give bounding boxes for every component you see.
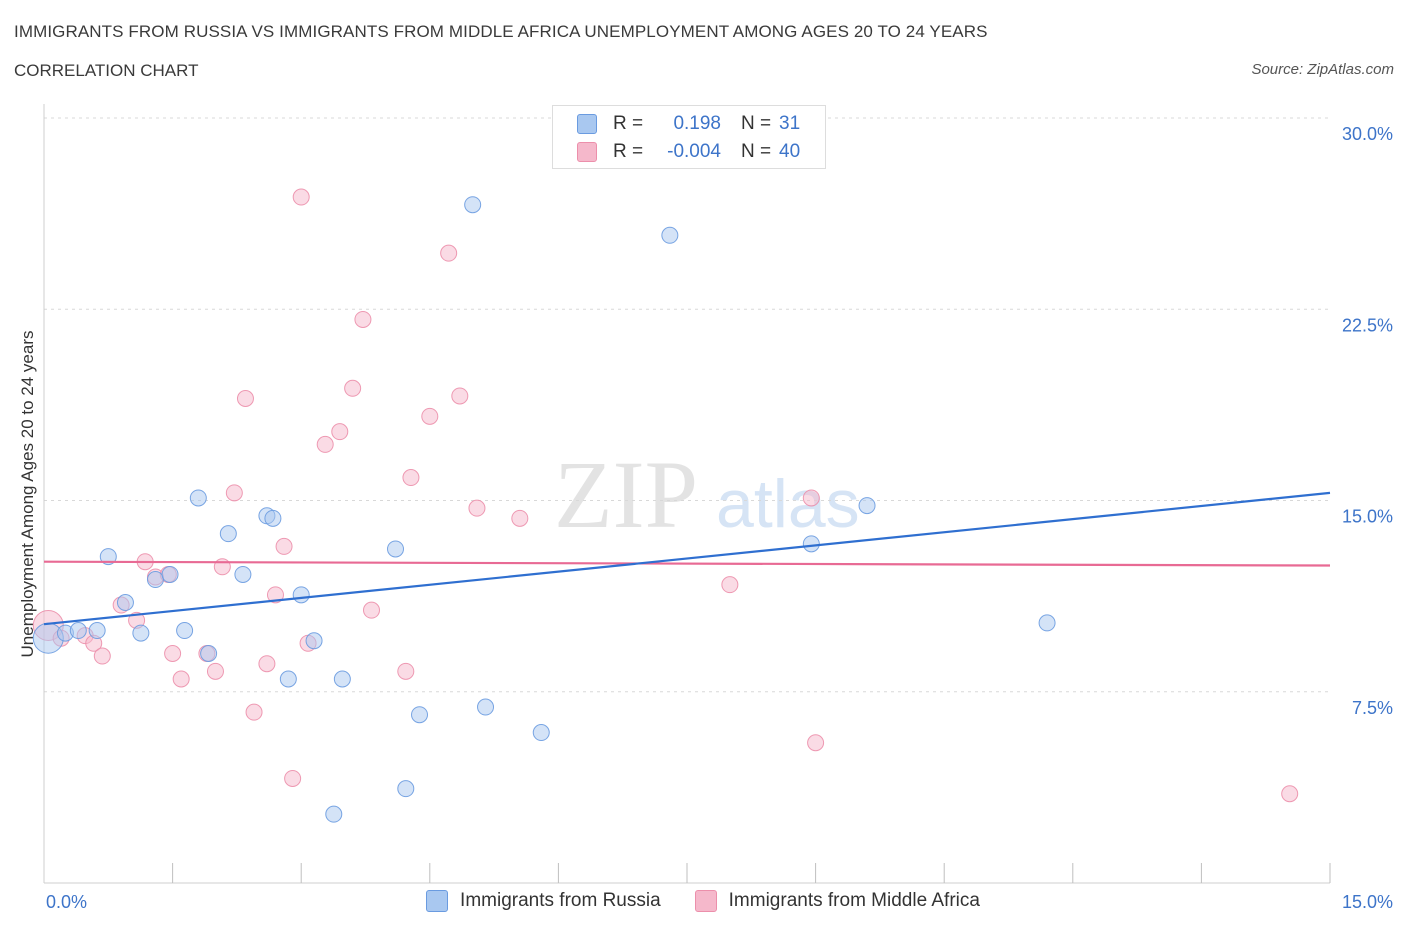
legend-r-label: R = xyxy=(613,113,644,134)
data-point-russia xyxy=(411,706,429,724)
data-point-russia xyxy=(858,497,876,515)
y-tick-label: 15.0% xyxy=(1342,507,1393,527)
data-point-russia xyxy=(200,645,218,662)
data-point-africa xyxy=(421,407,439,425)
legend-n-value: 40 xyxy=(779,141,801,162)
data-point-russia xyxy=(387,540,405,558)
data-point-africa xyxy=(236,390,254,407)
gridlines xyxy=(44,117,1330,693)
legend-n-label: N = xyxy=(741,141,772,162)
data-point-russia xyxy=(69,622,87,640)
x-tick-label: 0.0% xyxy=(46,892,87,912)
data-point-russia xyxy=(802,535,820,553)
chart-title: IMMIGRANTS FROM RUSSIA VS IMMIGRANTS FRO… xyxy=(14,22,988,41)
legend-item-africa[interactable]: Immigrants from Middle Africa xyxy=(694,890,980,912)
watermark: ZIP atlas xyxy=(554,441,860,548)
data-point-africa xyxy=(344,379,362,397)
data-point-africa xyxy=(275,537,293,555)
data-point-africa xyxy=(172,670,190,688)
data-point-africa xyxy=(451,387,469,405)
legend-swatch-russia xyxy=(426,890,449,912)
data-point-africa xyxy=(440,244,458,262)
data-point-russia xyxy=(292,586,310,604)
data-point-africa xyxy=(807,734,825,752)
trend-lines xyxy=(43,491,1331,626)
legend-label-russia: Immigrants from Russia xyxy=(460,890,661,911)
data-point-russia xyxy=(146,571,164,589)
legend-row-africa: R = -0.004 N = 40 xyxy=(577,140,800,164)
y-tick-label: 7.5% xyxy=(1352,698,1393,718)
data-point-africa xyxy=(721,576,739,594)
legend-item-russia[interactable]: Immigrants from Russia xyxy=(426,890,661,912)
data-point-africa xyxy=(331,423,349,441)
y-tick-label: 30.0% xyxy=(1342,124,1393,144)
data-point-russia xyxy=(132,624,150,642)
watermark-zip: ZIP xyxy=(554,441,698,548)
data-point-russia xyxy=(532,724,550,742)
data-point-russia xyxy=(661,226,679,244)
data-point-africa xyxy=(316,435,334,453)
data-point-russia xyxy=(264,509,282,527)
legend-n-label: N = xyxy=(741,113,772,134)
legend-r-value: 0.198 xyxy=(673,113,721,134)
data-point-russia xyxy=(189,489,207,507)
tick-labels: 7.5% 15.0% 22.5% 30.0% 0.0% 15.0% xyxy=(46,124,1393,912)
data-point-russia xyxy=(161,565,179,583)
data-point-russia xyxy=(477,698,495,716)
data-point-africa xyxy=(402,469,420,487)
data-point-africa xyxy=(354,310,372,328)
data-point-africa xyxy=(292,188,310,206)
series-legend: Immigrants from Russia Immigrants from M… xyxy=(0,890,1406,912)
axes xyxy=(43,104,1331,884)
data-point-africa xyxy=(258,655,276,673)
series-middle-africa xyxy=(32,188,1299,803)
data-point-russia xyxy=(464,196,482,214)
data-point-russia xyxy=(116,594,134,611)
stats-legend: R = 0.198 N = 31 R = -0.004 N = 40 xyxy=(552,105,826,169)
watermark-atlas: atlas xyxy=(716,466,860,542)
data-point-africa xyxy=(266,586,284,604)
data-point-africa xyxy=(468,499,486,517)
data-point-africa xyxy=(225,484,243,502)
legend-r-value: -0.004 xyxy=(667,141,721,162)
data-point-russia xyxy=(176,622,194,640)
legend-swatch-africa xyxy=(694,890,717,912)
source-label: Source: ZipAtlas.com xyxy=(1251,61,1394,78)
trend-line-africa xyxy=(43,560,1331,567)
y-tick-label: 22.5% xyxy=(1342,315,1393,335)
legend-n-value: 31 xyxy=(779,113,801,134)
data-point-russia xyxy=(99,548,117,566)
legend-swatch-russia xyxy=(577,114,597,134)
data-point-africa xyxy=(511,509,529,527)
data-point-russia xyxy=(305,632,323,650)
data-point-russia xyxy=(234,565,252,583)
data-point-africa xyxy=(363,601,381,619)
chart-subtitle: CORRELATION CHART xyxy=(14,61,199,80)
data-point-africa xyxy=(1281,785,1299,803)
legend-r-label: R = xyxy=(613,141,644,162)
data-point-africa xyxy=(93,647,111,665)
trend-line-russia xyxy=(43,491,1331,626)
data-point-africa xyxy=(802,489,820,507)
data-point-africa xyxy=(284,769,302,787)
data-point-russia xyxy=(1038,614,1056,632)
legend-row-russia: R = 0.198 N = 31 xyxy=(577,112,800,136)
data-point-africa xyxy=(397,662,415,680)
data-point-russia xyxy=(279,670,297,688)
series-russia xyxy=(32,196,1056,823)
data-point-russia xyxy=(219,525,237,543)
x-tick-label: 15.0% xyxy=(1342,892,1393,912)
legend-swatch-africa xyxy=(577,142,597,162)
data-point-africa xyxy=(164,645,182,662)
data-point-russia xyxy=(88,622,106,640)
data-point-africa xyxy=(206,662,224,680)
data-point-russia xyxy=(333,670,351,688)
data-point-africa xyxy=(245,703,263,721)
legend-label-africa: Immigrants from Middle Africa xyxy=(728,890,980,911)
data-point-russia xyxy=(397,780,415,798)
data-point-russia xyxy=(325,805,343,823)
